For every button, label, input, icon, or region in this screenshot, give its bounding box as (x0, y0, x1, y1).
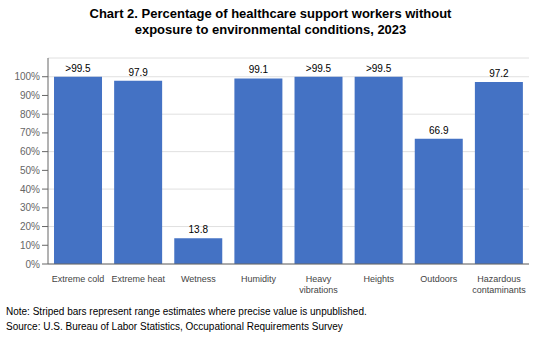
svg-text:>99.5: >99.5 (306, 63, 332, 74)
svg-text:60%: 60% (20, 146, 40, 157)
svg-text:Extreme cold: Extreme cold (52, 274, 105, 284)
svg-text:13.8: 13.8 (189, 224, 209, 235)
svg-text:70%: 70% (20, 127, 40, 138)
svg-text:Heavyvibrations: Heavyvibrations (299, 274, 338, 295)
svg-text:0%: 0% (26, 259, 41, 270)
html-text:Chart 2. Percentage of healthc: Chart 2. Percentage of healthcare suppor… (89, 6, 452, 21)
html-text:Note: Striped bars represent r: Note: Striped bars represent range estim… (6, 306, 367, 317)
svg-text:80%: 80% (20, 109, 40, 120)
svg-text:Heights: Heights (363, 274, 394, 284)
svg-text:90%: 90% (20, 90, 40, 101)
svg-text:100%: 100% (14, 71, 40, 82)
svg-text:>99.5: >99.5 (65, 63, 91, 74)
svg-text:97.9: 97.9 (128, 67, 148, 78)
svg-text:10%: 10% (20, 240, 40, 251)
svg-text:50%: 50% (20, 165, 40, 176)
svg-text:Humidity: Humidity (241, 274, 277, 284)
svg-text:Outdoors: Outdoors (420, 274, 458, 284)
svg-text:Hazardouscontaminants: Hazardouscontaminants (472, 274, 526, 295)
svg-text:30%: 30% (20, 202, 40, 213)
html-text:Source: U.S. Bureau of Labor S: Source: U.S. Bureau of Labor Statistics,… (6, 321, 343, 332)
svg-text:99.1: 99.1 (249, 64, 269, 75)
svg-text:97.2: 97.2 (489, 68, 509, 79)
svg-text:20%: 20% (20, 221, 40, 232)
svg-text:>99.5: >99.5 (366, 63, 392, 74)
svg-text:66.9: 66.9 (429, 125, 449, 136)
svg-text:Wetness: Wetness (181, 274, 216, 284)
svg-text:Extreme heat: Extreme heat (111, 274, 165, 284)
svg-text:40%: 40% (20, 184, 40, 195)
html-text:exposure to environmental cond: exposure to environmental conditions, 20… (134, 22, 407, 37)
